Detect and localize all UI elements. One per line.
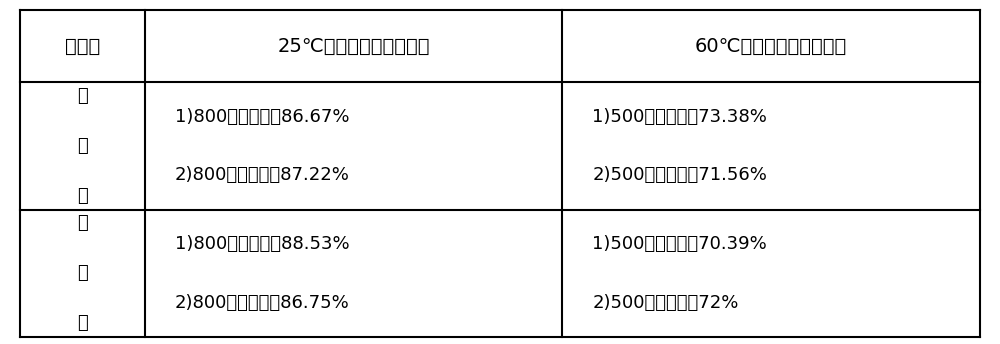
Text: 对

比

例: 对 比 例 (77, 214, 88, 332)
Text: 60℃循环寿命（各２只）: 60℃循环寿命（各２只） (695, 37, 847, 56)
Text: 1)800次剩余容量86.67%

2)800次剩余容量87.22%: 1)800次剩余容量86.67% 2)800次剩余容量87.22% (175, 108, 350, 184)
Text: 1)500次剩余容量73.38%

2)500次剩余容量71.56%: 1)500次剩余容量73.38% 2)500次剩余容量71.56% (592, 108, 767, 184)
Text: 25℃循环寿命（各２只）: 25℃循环寿命（各２只） (277, 37, 430, 56)
Text: 1)500次剩余容量70.39%

2)500次剩余容量72%: 1)500次剩余容量70.39% 2)500次剩余容量72% (592, 235, 767, 312)
Text: 试验号: 试验号 (65, 37, 100, 56)
Text: 1)800次剩余容量88.53%

2)800次剩余容量86.75%: 1)800次剩余容量88.53% 2)800次剩余容量86.75% (175, 235, 350, 312)
Text: 实

施

例: 实 施 例 (77, 87, 88, 205)
